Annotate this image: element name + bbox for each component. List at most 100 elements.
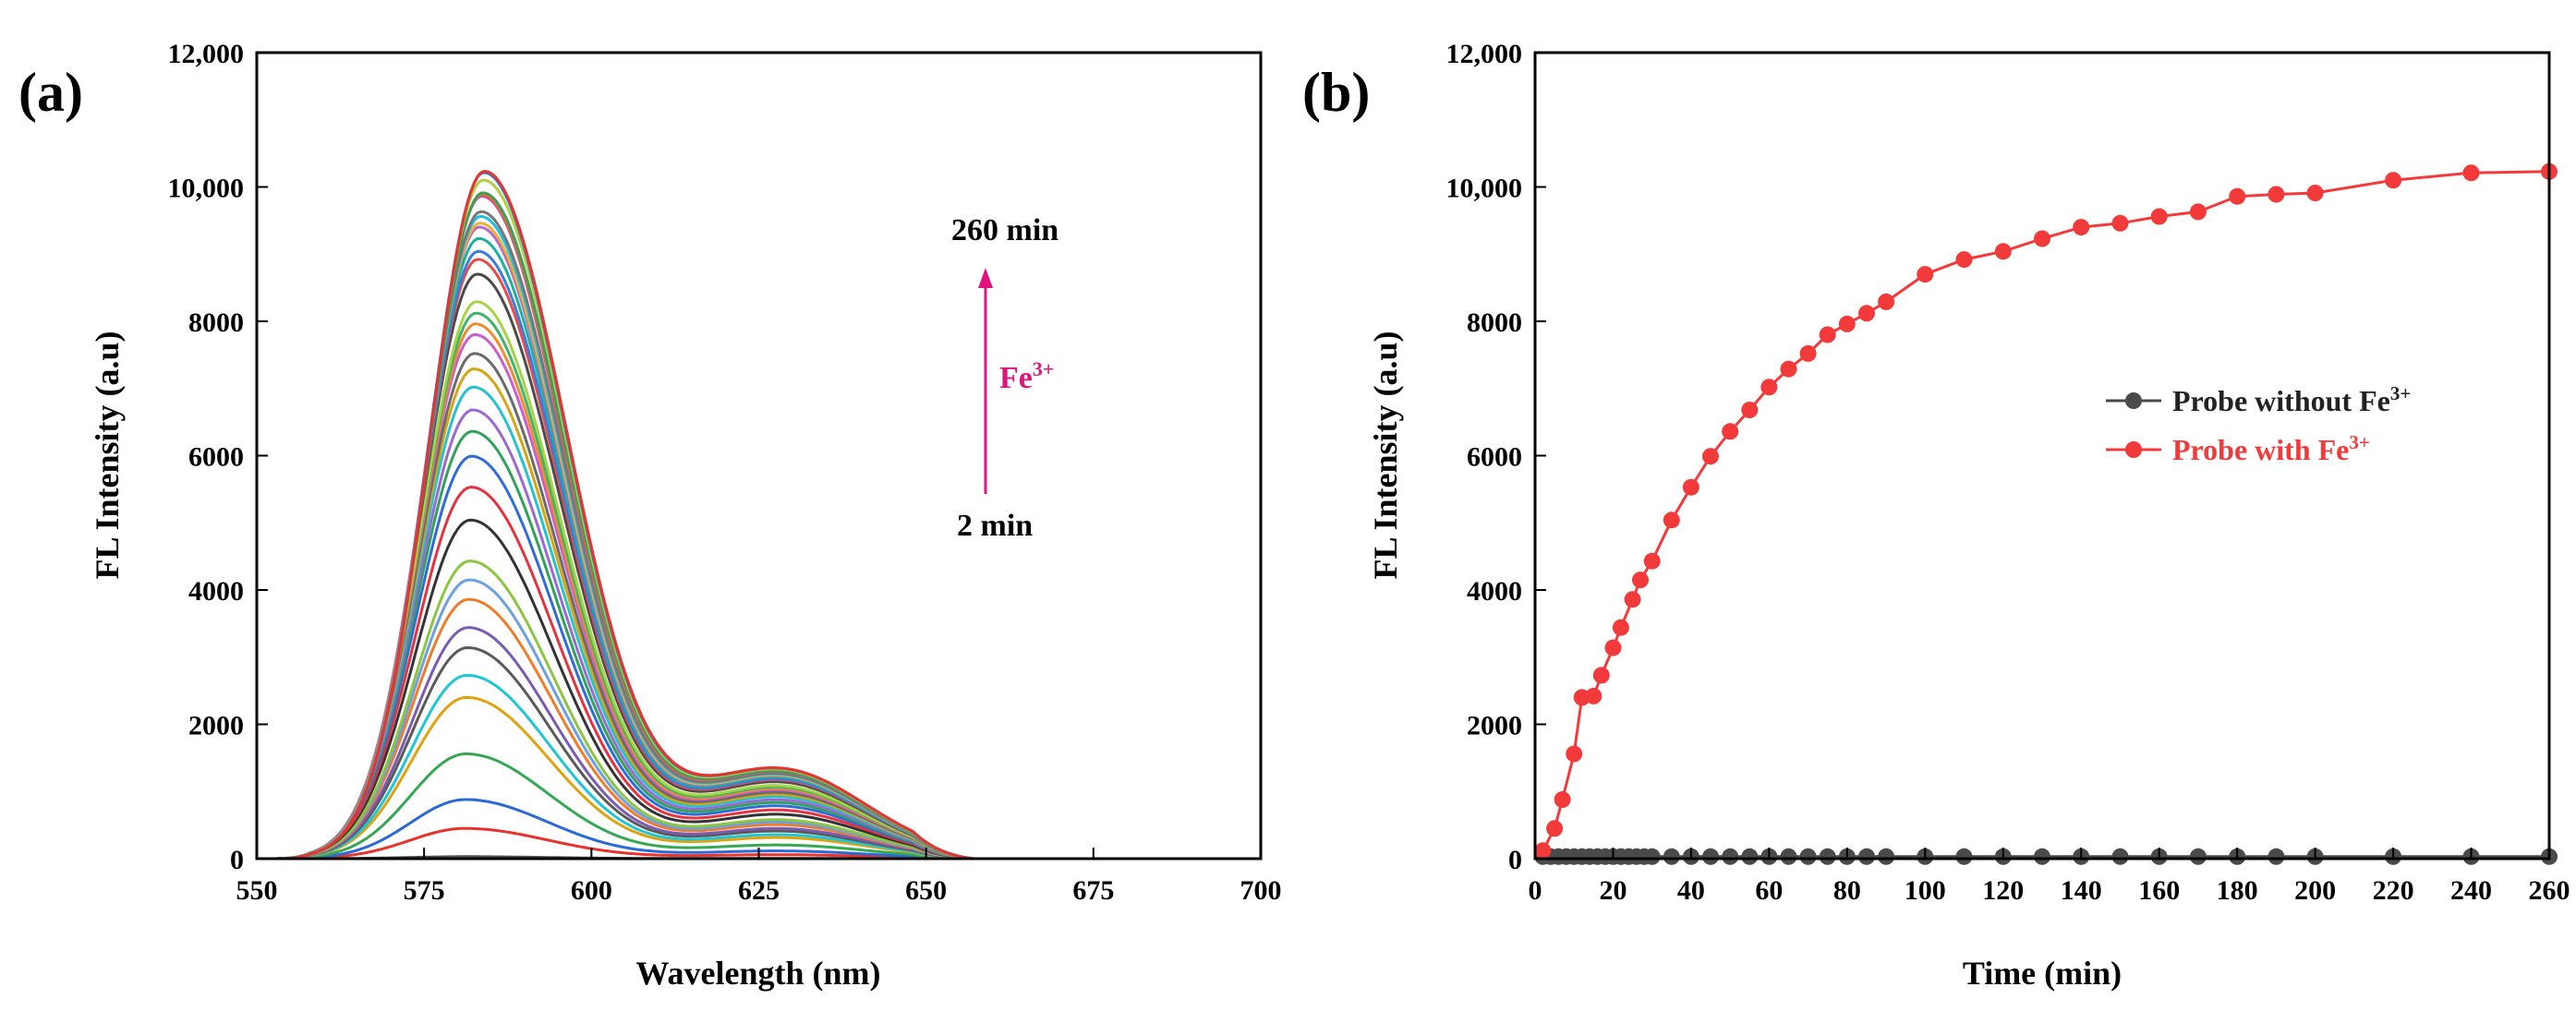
data-point-with: [1858, 305, 1875, 322]
panel-a-x-axis-label: Wavelength (nm): [636, 955, 881, 992]
panel-a-x-tick-label: 600: [571, 875, 612, 906]
panel-b-x-tick-label: 100: [1905, 875, 1946, 906]
data-point-without: [1819, 848, 1836, 865]
panel-b-x-tick-label: 20: [1599, 875, 1627, 906]
panel-b-y-tick-label: 2000: [1467, 711, 1522, 741]
panel-a-y-tick-label: 0: [230, 845, 244, 875]
data-point-with: [1585, 687, 1602, 704]
panel-a-x-tick-label: 700: [1240, 875, 1282, 906]
data-point-with: [1632, 572, 1649, 589]
data-point-with: [1722, 423, 1739, 440]
spectrum-series-line: [257, 222, 1261, 861]
legend-label-without: Probe without Fe3+: [2172, 382, 2411, 417]
data-point-without: [2189, 848, 2207, 865]
spectrum-series-line: [257, 210, 1261, 861]
data-point-with: [1702, 448, 1719, 465]
panel-b-y-axis-label: FL Intensity (a.u): [1367, 331, 1404, 579]
spectrum-series-line: [257, 225, 1261, 861]
panel-a-ticks: 550 575 600 625 650 675 700 0 2000 4000 6000 8000 10…: [168, 39, 1282, 906]
data-point-with: [1663, 512, 1680, 529]
panel-a-plot-frame: [255, 51, 1263, 861]
panel-a-x-tick-label: 625: [738, 875, 780, 906]
annotation-ion-charge: 3+: [1033, 357, 1055, 380]
panel-b-x-tick-label: 120: [1982, 875, 2024, 906]
data-point-with: [1604, 639, 1622, 656]
panel-a-x-tick-label: 675: [1072, 875, 1114, 906]
panel-a-chart: (a) 550 575 600 625 650 675 700 0 2000 4000 6000 80…: [18, 39, 1282, 992]
data-point-with: [2385, 172, 2402, 189]
data-point-without: [1878, 848, 1895, 865]
panel-b-x-tick-label: 60: [1755, 875, 1783, 906]
data-point-with: [1624, 591, 1641, 608]
data-point-with: [1819, 326, 1836, 343]
legend-sup-with: 3+: [2349, 431, 2369, 453]
panel-b-x-tick-label: 180: [2217, 875, 2258, 906]
data-point-without: [1643, 848, 1661, 865]
data-point-without: [1780, 848, 1797, 865]
panel-b-x-tick-label: 40: [1677, 875, 1705, 906]
panel-b-x-tick-label: 160: [2138, 875, 2180, 906]
data-point-with: [1917, 266, 1934, 283]
panel-b-ticks: 0 20 40 60 80 100 120 140 160 180 200 220 240 260 0 200…: [1446, 39, 2570, 906]
data-point-without: [2111, 848, 2129, 865]
panel-b-x-tick-label: 140: [2061, 875, 2102, 906]
data-point-with: [2189, 203, 2207, 221]
panel-a-y-tick-label: 4000: [188, 576, 244, 607]
data-point-with: [2111, 214, 2129, 232]
legend-marker-without: [2125, 392, 2142, 409]
panel-b-y-tick-label: 4000: [1467, 576, 1522, 607]
data-point-with: [2306, 185, 2324, 201]
legend-label-with: Probe with Fe3+: [2172, 431, 2370, 466]
panel-b-y-tick-label: 6000: [1467, 442, 1522, 473]
legend-name-with: Probe with Fe: [2172, 433, 2349, 466]
panel-b-x-tick-label: 0: [1529, 875, 1542, 906]
data-point-with: [2229, 187, 2246, 205]
panel-b-x-tick-label: 260: [2529, 875, 2570, 906]
data-point-with: [1682, 478, 1699, 496]
data-point-without: [2268, 848, 2285, 865]
panel-a-y-tick-label: 8000: [188, 307, 244, 338]
data-point-with: [1760, 379, 1778, 396]
panel-a-label: (a): [18, 62, 83, 123]
panel-b-x-tick-label: 80: [1833, 875, 1861, 906]
data-point-with: [2462, 164, 2480, 182]
panel-a-x-tick-label: 650: [905, 875, 947, 906]
data-point-with: [2073, 219, 2090, 236]
data-point-without: [1955, 848, 1973, 865]
data-point-without: [2034, 848, 2050, 865]
data-point-with: [1566, 745, 1583, 763]
panel-b-x-axis-label: Time (min): [1963, 955, 2122, 992]
panel-a-y-tick-label: 6000: [188, 442, 244, 473]
data-point-with: [1554, 791, 1571, 808]
annotation-arrow-head: [978, 268, 993, 288]
data-point-with: [1878, 293, 1895, 310]
legend-marker-with: [2125, 441, 2142, 458]
data-point-with: [1741, 402, 1759, 418]
data-point-with: [1534, 842, 1552, 860]
data-point-with: [1994, 243, 2012, 260]
data-point-with: [1780, 360, 1797, 378]
panel-b-x-tick-label: 220: [2373, 875, 2414, 906]
panel-b-label: (b): [1302, 62, 1370, 123]
data-point-with: [1955, 251, 1973, 269]
annotation-top-time: 260 min: [951, 213, 1058, 247]
annotation-ion-label: Fe3+: [999, 357, 1054, 395]
data-point-without: [1702, 848, 1719, 865]
panel-b-chart: (b) 0 20 40 60 80 100 120 140 160 180 200 220 240 260…: [1302, 39, 2570, 992]
data-point-with: [1838, 315, 1856, 332]
spectrum-series-line: [257, 214, 1261, 861]
data-point-with: [2268, 186, 2285, 203]
data-point-with: [1546, 820, 1564, 837]
data-point-without: [1663, 848, 1680, 865]
panel-a-series-group: [257, 169, 1261, 861]
panel-a-x-tick-label: 550: [236, 875, 278, 906]
panel-b-y-tick-label: 10,000: [1446, 174, 1523, 204]
panel-b-y-tick-label: 8000: [1467, 307, 1522, 338]
data-point-without: [1799, 848, 1817, 865]
panel-b-x-tick-label: 240: [2450, 875, 2492, 906]
panel-b-legend: Probe without Fe3+ Probe with Fe3+: [2106, 382, 2411, 466]
legend-sup-without: 3+: [2390, 382, 2411, 404]
panel-b-y-tick-label: 0: [1508, 845, 1522, 875]
data-point-with: [2034, 230, 2050, 247]
